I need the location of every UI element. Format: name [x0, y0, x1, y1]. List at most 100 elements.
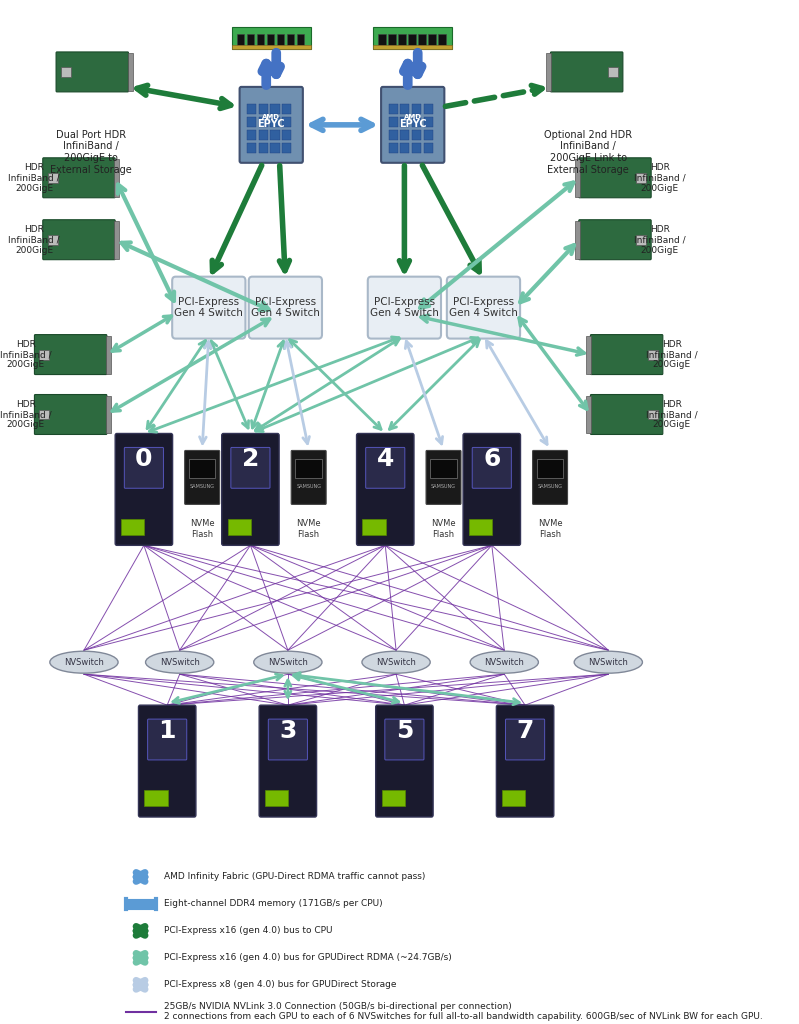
Bar [228, 519, 251, 535]
FancyBboxPatch shape [34, 394, 107, 434]
Text: NVSwitch: NVSwitch [376, 657, 416, 667]
FancyBboxPatch shape [148, 719, 187, 760]
Bar [267, 34, 274, 45]
Text: 1: 1 [158, 719, 176, 742]
FancyBboxPatch shape [385, 719, 424, 760]
Text: SAMSUNG: SAMSUNG [296, 484, 321, 489]
Bar [423, 103, 433, 114]
Text: PCI-Express
Gen 4 Switch: PCI-Express Gen 4 Switch [174, 297, 243, 318]
Text: 3: 3 [279, 719, 296, 742]
Bar [636, 234, 646, 245]
FancyBboxPatch shape [578, 158, 651, 198]
Bar [423, 130, 433, 140]
FancyBboxPatch shape [268, 719, 308, 760]
Text: NVSwitch: NVSwitch [484, 657, 524, 667]
Bar [114, 221, 119, 259]
Bar [586, 395, 591, 433]
Text: PCI-Express
Gen 4 Switch: PCI-Express Gen 4 Switch [449, 297, 518, 318]
FancyBboxPatch shape [43, 158, 115, 198]
Bar [608, 67, 618, 77]
Text: HDR
InfiniBand /
200GigE: HDR InfiniBand / 200GigE [646, 340, 698, 370]
Text: SAMSUNG: SAMSUNG [538, 484, 562, 489]
Bar [400, 117, 409, 127]
FancyBboxPatch shape [506, 719, 545, 760]
Bar [259, 103, 268, 114]
Bar [373, 45, 452, 49]
Bar [48, 173, 58, 182]
Text: NVSwitch: NVSwitch [268, 657, 308, 667]
Bar [259, 117, 268, 127]
Bar [276, 34, 284, 45]
FancyBboxPatch shape [533, 451, 567, 505]
Bar [388, 103, 398, 114]
Bar [247, 142, 256, 153]
Ellipse shape [362, 651, 430, 673]
FancyBboxPatch shape [590, 335, 663, 375]
Text: PCI-Express
Gen 4 Switch: PCI-Express Gen 4 Switch [370, 297, 439, 318]
Bar [282, 103, 291, 114]
FancyBboxPatch shape [221, 433, 279, 546]
Bar [400, 103, 409, 114]
Text: AMD Infinity Fabric (GPU-Direct RDMA traffic cannot pass): AMD Infinity Fabric (GPU-Direct RDMA tra… [164, 872, 425, 882]
Text: 7: 7 [516, 719, 534, 742]
FancyBboxPatch shape [259, 706, 316, 817]
Bar [270, 130, 280, 140]
Bar [388, 142, 398, 153]
Text: NVMe
Flash: NVMe Flash [538, 519, 562, 539]
Bar [388, 34, 396, 45]
Bar [503, 791, 526, 806]
Text: 6: 6 [483, 447, 500, 471]
Bar [114, 159, 119, 197]
Text: SAMSUNG: SAMSUNG [189, 484, 215, 489]
Bar [270, 103, 280, 114]
Text: Optional 2nd HDR
InfiniBand /
200GigE Link to
External Storage: Optional 2nd HDR InfiniBand / 200GigE Li… [544, 130, 632, 175]
Bar [418, 34, 426, 45]
Bar [378, 34, 386, 45]
Bar [282, 142, 291, 153]
FancyBboxPatch shape [291, 451, 326, 505]
Bar [636, 173, 646, 182]
Text: Eight-channel DDR4 memory (171GB/s per CPU): Eight-channel DDR4 memory (171GB/s per C… [164, 899, 383, 908]
Text: NVSwitch: NVSwitch [64, 657, 104, 667]
Bar [412, 142, 421, 153]
FancyBboxPatch shape [368, 276, 441, 339]
FancyBboxPatch shape [578, 220, 651, 260]
FancyBboxPatch shape [376, 706, 433, 817]
Bar [469, 519, 492, 535]
Bar [296, 459, 322, 478]
Bar [438, 34, 446, 45]
FancyBboxPatch shape [463, 433, 520, 546]
Bar [39, 349, 50, 359]
Text: HDR
InfiniBand /
200GigE: HDR InfiniBand / 200GigE [634, 163, 686, 193]
Bar [237, 34, 244, 45]
Bar [232, 27, 311, 49]
Bar [256, 34, 264, 45]
Text: 25GB/s NVIDIA NVLink 3.0 Connection (50GB/s bi-directional per connection)
2 con: 25GB/s NVIDIA NVLink 3.0 Connection (50G… [164, 1002, 762, 1022]
Text: 2: 2 [242, 447, 259, 471]
FancyBboxPatch shape [138, 706, 196, 817]
Bar [282, 117, 291, 127]
Bar [282, 130, 291, 140]
Text: 4: 4 [376, 447, 394, 471]
FancyBboxPatch shape [56, 52, 129, 92]
Bar [398, 34, 406, 45]
FancyBboxPatch shape [381, 87, 444, 163]
Text: AMD: AMD [262, 114, 280, 120]
Bar [287, 34, 294, 45]
Bar [145, 791, 168, 806]
Bar [189, 459, 216, 478]
Text: NVSwitch: NVSwitch [588, 657, 628, 667]
Text: PCI-Express x16 (gen 4.0) bus to CPU: PCI-Express x16 (gen 4.0) bus to CPU [164, 927, 332, 935]
Text: NVSwitch: NVSwitch [160, 657, 200, 667]
Ellipse shape [50, 651, 118, 673]
Bar [270, 117, 280, 127]
Bar [423, 117, 433, 127]
Bar [408, 34, 415, 45]
Bar [247, 117, 256, 127]
Bar [128, 53, 133, 91]
FancyBboxPatch shape [34, 335, 107, 375]
FancyBboxPatch shape [426, 451, 461, 505]
Bar [586, 336, 591, 374]
Bar [373, 27, 452, 49]
Text: NVMe
Flash: NVMe Flash [296, 519, 321, 539]
